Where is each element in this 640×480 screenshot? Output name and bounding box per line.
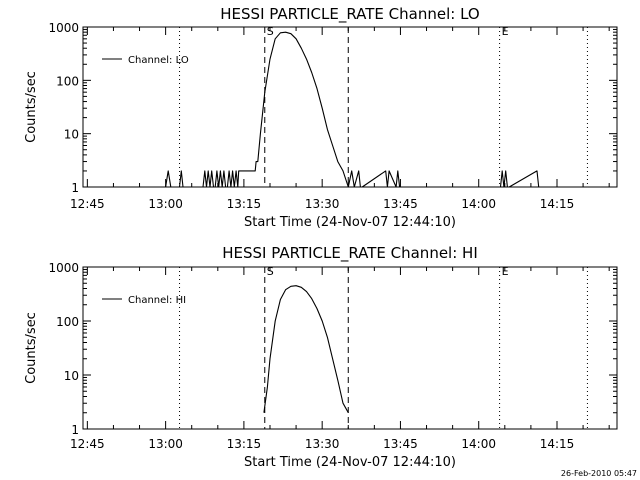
plot-frame [82, 266, 618, 430]
x-tick-label: 13:00 [148, 437, 183, 451]
legend-label: Channel: LO [128, 55, 189, 66]
x-tick-label: 13:45 [383, 437, 418, 451]
x-tick-label: 13:45 [383, 197, 418, 211]
x-tick-label: 14:00 [461, 197, 496, 211]
x-tick-label: 12:45 [70, 197, 105, 211]
marker-label-s: S [267, 25, 274, 38]
series-line-channel-hi [263, 285, 349, 413]
marker-label-e: E [502, 265, 509, 278]
y-tick-label: 1 [71, 181, 79, 195]
x-tick-label: 13:15 [227, 197, 262, 211]
y-tick-label: 1000 [48, 261, 79, 275]
x-tick-label: 12:45 [70, 437, 105, 451]
y-tick-label: 100 [56, 315, 79, 329]
marker-label-s: S [267, 265, 274, 278]
legend-label: Channel: HI [128, 295, 186, 306]
y-tick-label: 10 [64, 369, 79, 383]
y-tick-label: 10 [64, 128, 79, 142]
x-tick-label: 13:30 [305, 437, 340, 451]
x-axis-label: Start Time (24-Nov-07 12:44:10) [244, 455, 456, 470]
y-axis-label: Counts/sec [24, 71, 39, 143]
y-tick-label: 1 [71, 423, 79, 437]
x-tick-label: 14:15 [540, 197, 575, 211]
chart-title: HESSI PARTICLE_RATE Channel: HI [222, 244, 478, 263]
y-tick-label: 1000 [48, 21, 79, 35]
plot-frame [82, 26, 618, 188]
series-line-channel-lo [165, 31, 541, 188]
x-axis-label: Start Time (24-Nov-07 12:44:10) [244, 215, 456, 230]
marker-label-e: E [502, 25, 509, 38]
x-tick-label: 14:15 [540, 437, 575, 451]
generation-timestamp: 26-Feb-2010 05:47 [561, 469, 637, 478]
x-tick-label: 14:00 [461, 437, 496, 451]
x-tick-label: 13:00 [148, 197, 183, 211]
y-tick-label: 100 [56, 74, 79, 88]
x-tick-label: 13:30 [305, 197, 340, 211]
x-tick-label: 13:15 [227, 437, 262, 451]
chart-title: HESSI PARTICLE_RATE Channel: LO [220, 5, 479, 24]
y-axis-label: Counts/sec [24, 312, 39, 384]
